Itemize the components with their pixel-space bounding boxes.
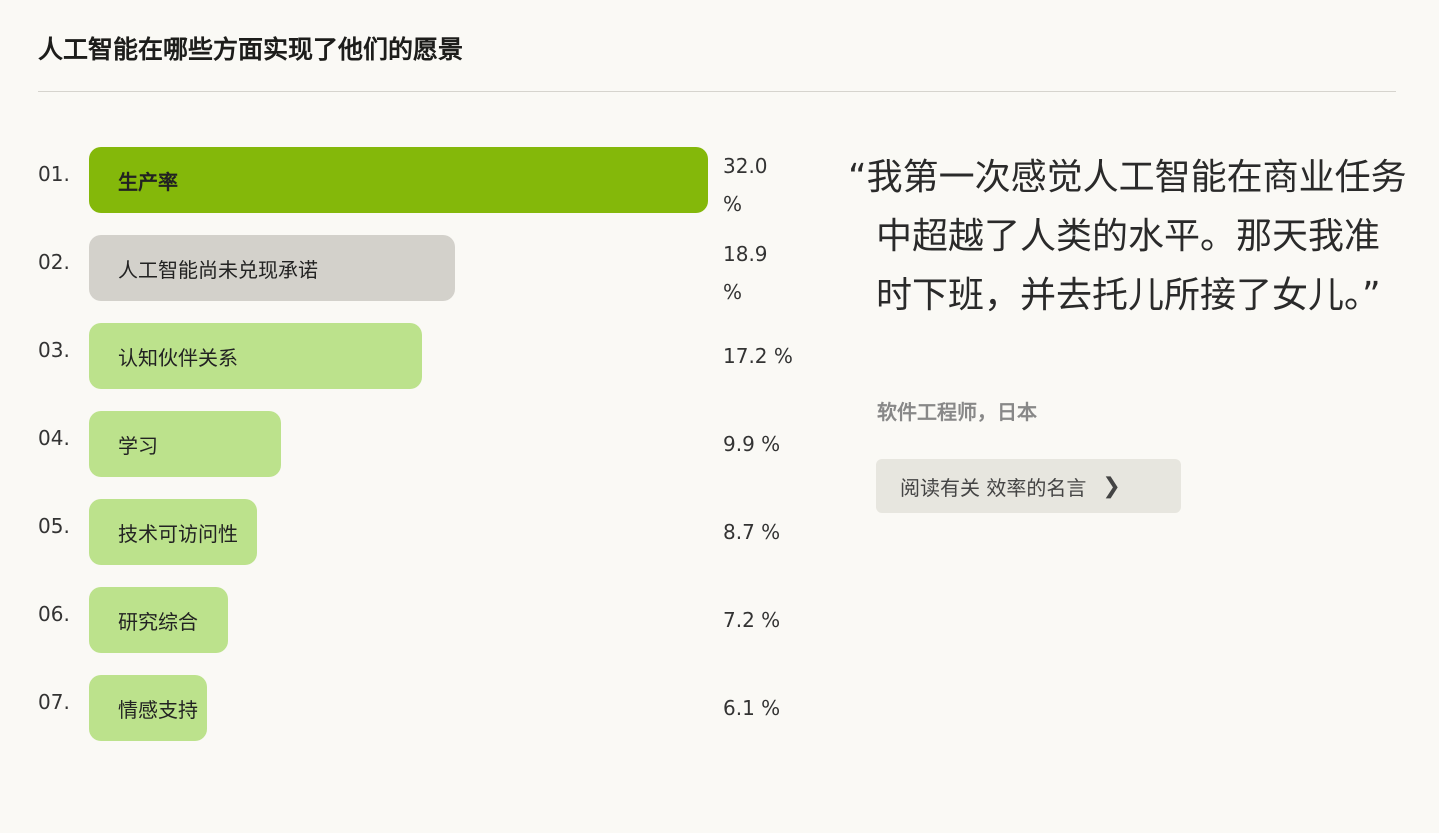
bar-value: 8.7 % — [723, 520, 781, 544]
bar-index: 01. — [38, 162, 70, 186]
bar-label: 学习 — [118, 433, 158, 458]
bar: 研究综合 — [89, 587, 229, 653]
bar-value: 32.0 % — [723, 154, 768, 216]
bar-label: 认知伙伴关系 — [118, 345, 238, 370]
quote-author: 软件工程师，日本 — [877, 400, 1037, 424]
bar-label: 人工智能尚未兑现承诺 — [118, 257, 318, 282]
quote-block: “我第一次感觉人工智能在商业任务中超越了人类的水平。那天我准时下班，并去托儿所接… — [848, 148, 1408, 325]
bar: 学习 — [89, 411, 281, 477]
bar: 技术可访问性 — [89, 499, 258, 565]
bar-value: 17.2 % — [723, 344, 793, 368]
bar-index: 07. — [38, 690, 70, 714]
divider — [38, 91, 1396, 92]
bar-index: 03. — [38, 338, 70, 362]
bar: 生产率 — [89, 147, 708, 213]
quote-text: “我第一次感觉人工智能在商业任务中超越了人类的水平。那天我准时下班，并去托儿所接… — [848, 157, 1407, 316]
bar-value: 7.2 % — [723, 608, 781, 632]
bar: 情感支持 — [89, 675, 207, 741]
bar-index: 02. — [38, 250, 70, 274]
bar-value: 18.9 % — [723, 242, 768, 304]
bar: 人工智能尚未兑现承诺 — [89, 235, 455, 301]
bar-index: 06. — [38, 602, 70, 626]
bar-index: 04. — [38, 426, 70, 450]
bar: 认知伙伴关系 — [89, 323, 422, 389]
bar-label: 技术可访问性 — [118, 521, 238, 546]
bar-label: 情感支持 — [118, 697, 198, 722]
bar-value: 6.1 % — [723, 696, 781, 720]
bar-label: 研究综合 — [118, 609, 198, 634]
chevron-right-icon: ❯ — [1102, 473, 1121, 499]
read-quotes-button[interactable]: 阅读有关 效率的名言 ❯ — [876, 459, 1181, 513]
bar-index: 05. — [38, 514, 70, 538]
bar-label: 生产率 — [118, 169, 178, 194]
page-title: 人工智能在哪些方面实现了他们的愿景 — [38, 35, 464, 64]
bar-value: 9.9 % — [723, 432, 781, 456]
read-quotes-label: 阅读有关 效率的名言 — [900, 475, 1087, 500]
